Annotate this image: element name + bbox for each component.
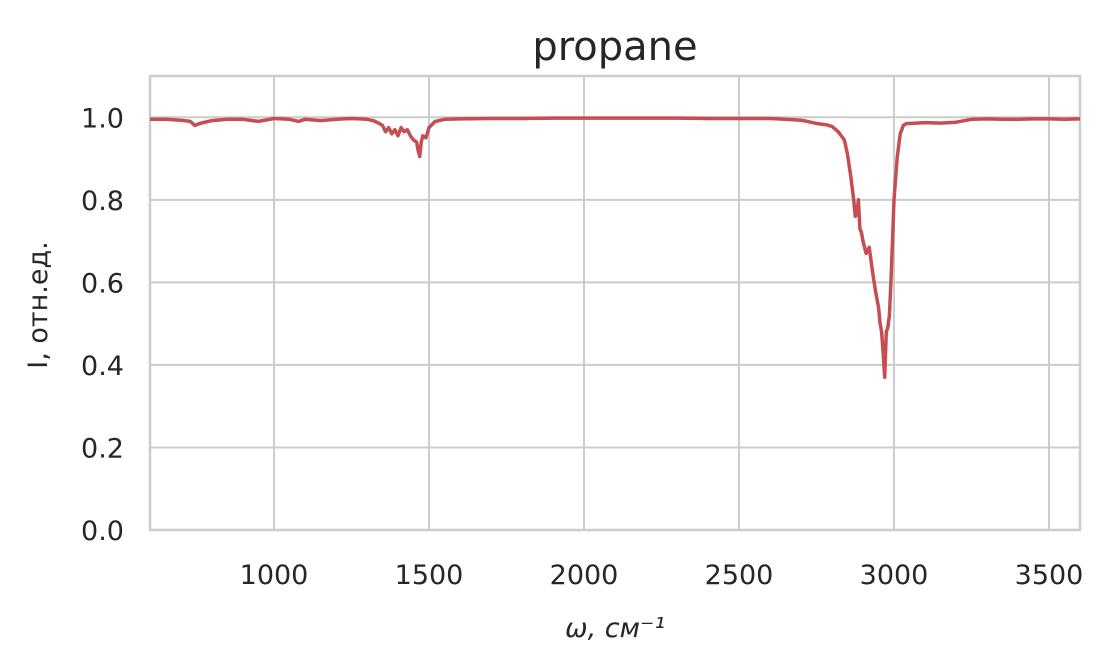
- y-tick-label: 0.8: [81, 186, 124, 217]
- y-axis-title: I, отн.ед.: [23, 241, 54, 368]
- y-tick-label: 0.6: [81, 268, 124, 299]
- plot-frame: [148, 74, 1082, 532]
- x-tick-labels: 1000 1500 2000 2500 3000 3500: [240, 560, 1084, 591]
- x-grid-lines: [273, 76, 1050, 530]
- y-tick-label: 0.2: [81, 433, 124, 464]
- x-tick-label: 1500: [395, 560, 464, 591]
- series-group: [150, 116, 1081, 380]
- y-grid-lines: [150, 116, 1080, 531]
- y-tick-labels: 0.0 0.2 0.4 0.6 0.8 1.0: [81, 103, 124, 547]
- y-tick-label: 0.4: [81, 351, 124, 382]
- x-axis-title: ω, см⁻¹: [565, 613, 665, 644]
- spectrum-series-line: [150, 116, 1081, 380]
- x-tick-label: 3000: [860, 560, 929, 591]
- x-tick-label: 2500: [705, 560, 774, 591]
- x-tick-label: 2000: [550, 560, 619, 591]
- y-tick-label: 1.0: [81, 103, 124, 134]
- chart-title: propane: [532, 24, 697, 70]
- x-tick-label: 1000: [240, 560, 309, 591]
- y-tick-label: 0.0: [81, 516, 124, 547]
- x-tick-label: 3500: [1015, 560, 1084, 591]
